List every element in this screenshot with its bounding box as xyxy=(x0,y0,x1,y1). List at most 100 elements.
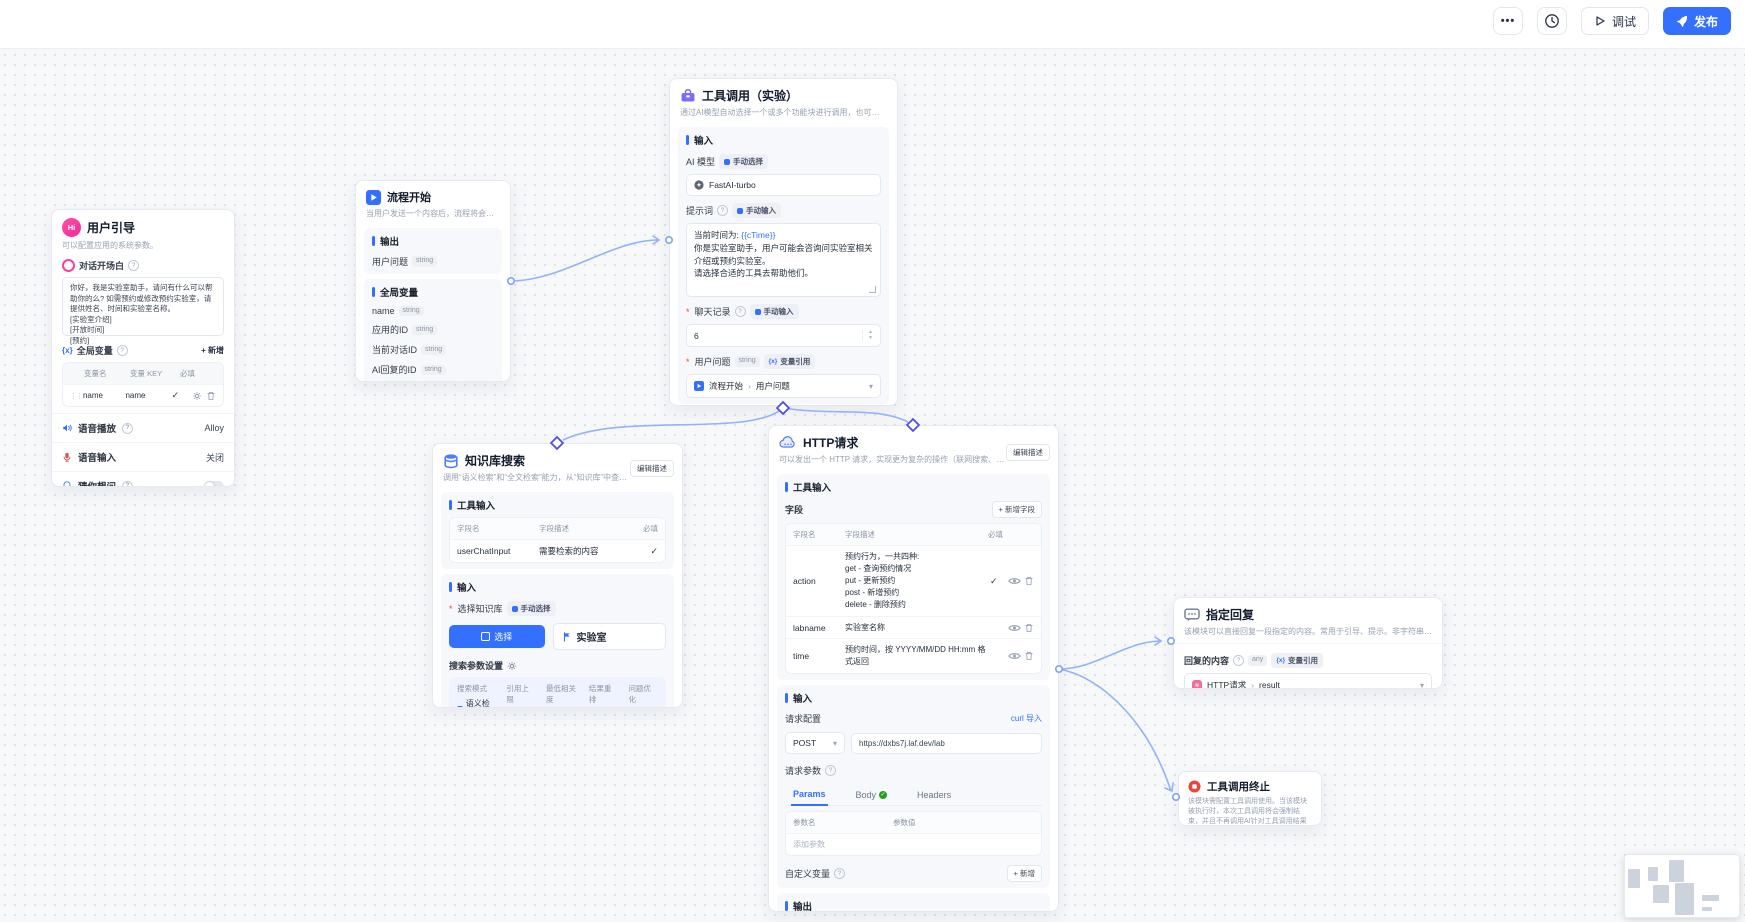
toolcall-node[interactable]: 工具调用（实验） 通过AI模型自动选择一个或多个功能块进行调用，也可以对插件进行… xyxy=(669,78,898,406)
minimap-node xyxy=(1669,860,1684,882)
eye-icon[interactable] xyxy=(1008,623,1021,633)
rocket-icon xyxy=(1676,16,1688,27)
debug-button[interactable]: 调试 xyxy=(1580,7,1649,35)
http-node[interactable]: HTTP请求 编辑描述 可以发出一个 HTTP 请求，实现更为复杂的操作（联网搜… xyxy=(768,425,1059,912)
eye-icon[interactable] xyxy=(1008,576,1021,586)
start-title: 流程开始 xyxy=(387,192,431,204)
kb-input-section: 输入 xyxy=(457,583,477,594)
info-icon[interactable] xyxy=(116,345,128,356)
ref-field: result xyxy=(1259,680,1280,689)
manual-select-badge[interactable]: 手动选择 xyxy=(719,154,769,169)
info-icon[interactable] xyxy=(825,765,837,776)
url-input[interactable]: https://dxbs7j.laf.dev/lab xyxy=(851,732,1042,754)
col-similarity: 最低相关度 xyxy=(546,684,576,704)
search-params-label: 搜索参数设置 xyxy=(449,661,504,671)
trash-icon[interactable] xyxy=(1024,623,1034,633)
drag-handle-icon[interactable]: ⋮⋮ xyxy=(70,392,83,400)
curl-import-link[interactable]: curl 导入 xyxy=(1010,714,1042,723)
prompt-textarea[interactable]: 当前时间为: {{cTime}} 你是实验室助手，用户可能会咨询问实验室相关介绍… xyxy=(686,223,881,297)
start-node[interactable]: 流程开始 当用户发送一个内容后，流程将会从这个模块开始执行。 输出 用户问题 s… xyxy=(355,180,511,382)
history-button[interactable] xyxy=(1536,7,1567,35)
debug-label: 调试 xyxy=(1611,14,1636,29)
edit-icon xyxy=(737,207,744,214)
toolcall-input-section: 输入 xyxy=(694,136,714,147)
select-icon xyxy=(511,605,518,612)
edge-toolcall-to-kb[interactable] xyxy=(562,407,784,441)
edge-http-to-stop[interactable] xyxy=(1058,668,1172,792)
history-input[interactable]: 6 ▲ ▼ xyxy=(686,324,881,347)
required-check-icon: ✓ xyxy=(990,575,998,586)
col-field-desc: 字段描述 xyxy=(539,524,569,533)
choose-kb-button[interactable]: 选择 xyxy=(449,625,545,648)
add-custom-var-button[interactable]: + 新增 xyxy=(1006,865,1042,882)
info-icon[interactable] xyxy=(122,422,134,434)
more-button[interactable]: ••• xyxy=(1492,7,1523,35)
stepper-icons[interactable]: ▲ ▼ xyxy=(862,330,873,341)
field-desc: 需要检索的内容 xyxy=(539,546,599,556)
info-icon[interactable] xyxy=(734,306,746,317)
reply-ref-select[interactable]: ≋ HTTP请求 › result ▾ xyxy=(1184,673,1432,689)
trash-icon[interactable] xyxy=(206,391,216,401)
info-icon[interactable] xyxy=(122,480,134,486)
edge-toolcall-to-http[interactable] xyxy=(782,407,909,423)
http-subtitle: 可以发出一个 HTTP 请求，实现更为复杂的操作（联网搜索、数据库查询等） xyxy=(779,455,1009,464)
manual-select-badge[interactable]: 手动选择 xyxy=(506,601,556,616)
stt-row[interactable]: 语音输入 关闭 xyxy=(52,442,234,471)
guess-toggle[interactable] xyxy=(204,480,224,486)
info-icon[interactable] xyxy=(834,868,846,879)
edge-http-to-answer[interactable] xyxy=(1058,640,1161,670)
edit-icon xyxy=(754,308,761,315)
publish-button[interactable]: 发布 xyxy=(1662,7,1731,35)
http-output-section: 输出 xyxy=(793,902,813,912)
tts-row[interactable]: 语音播放 Alloy xyxy=(52,413,234,442)
edit-desc-button[interactable]: 编辑描述 xyxy=(1006,444,1050,461)
manual-input-badge[interactable]: 手动输入 xyxy=(732,203,782,218)
expand-icon[interactable] xyxy=(869,286,876,293)
gear-icon[interactable] xyxy=(192,391,202,401)
info-icon[interactable] xyxy=(717,205,729,216)
kb-node[interactable]: 知识库搜索 编辑描述 调用“语义检索”和“全文检索”能力，从“知识库”中查找实验… xyxy=(432,443,683,708)
select-kb-label: 选择知识库 xyxy=(457,604,503,614)
tab-body[interactable]: Body ✓ xyxy=(855,789,888,800)
kb-card[interactable]: 实验室 xyxy=(552,623,666,650)
url-value: https://dxbs7j.laf.dev/lab xyxy=(859,738,945,748)
question-ref-select[interactable]: 流程开始 › 用户问题 ▾ xyxy=(686,374,881,398)
edge-start-to-toolcall[interactable] xyxy=(510,239,659,282)
tab-params[interactable]: Params xyxy=(791,785,828,806)
manual-input-badge[interactable]: 手动输入 xyxy=(749,304,799,319)
edit-desc-button[interactable]: 编辑描述 xyxy=(630,460,674,477)
required-mark: * xyxy=(449,603,453,614)
var-ref-badge[interactable]: {x} 变量引用 xyxy=(1271,653,1323,668)
guess-row[interactable]: 猜你想问 xyxy=(52,471,234,486)
stop-node[interactable]: 工具调用终止 该模块需配置工具调用使用。当该模块被执行时，本次工具调用将会强制结… xyxy=(1178,771,1322,826)
minimap[interactable] xyxy=(1624,854,1740,918)
var-ref-badge[interactable]: {x} 变量引用 xyxy=(763,354,816,369)
method-select[interactable]: POST ▾ xyxy=(785,732,845,754)
eye-icon[interactable] xyxy=(1008,651,1021,661)
guide-panel[interactable]: Hi 用户引导 可以配置应用的系统参数。 对话开场白 你好，我是实验室助手，请问… xyxy=(51,209,235,487)
answer-subtitle: 该模块可以直接回复一段指定的内容。常用于引导、提示。非字符串内容传入时，会转成字… xyxy=(1184,627,1432,636)
toolcall-title: 工具调用（实验） xyxy=(702,89,799,103)
info-icon[interactable] xyxy=(128,260,140,271)
info-icon[interactable] xyxy=(1233,655,1245,666)
model-select[interactable]: FastAI-turbo xyxy=(686,174,881,196)
sound-wave-icon xyxy=(63,424,72,432)
ref-field: 用户问题 xyxy=(755,381,790,391)
type-badge: string xyxy=(420,364,446,376)
answer-node[interactable]: 指定回复 该模块可以直接回复一段指定的内容。常用于引导、提示。非字符串内容传入时… xyxy=(1173,597,1443,689)
add-variable-button[interactable]: + 新增 xyxy=(201,346,224,355)
add-param-row[interactable]: 添加参数 xyxy=(786,833,1041,855)
choose-label: 选择 xyxy=(494,632,513,642)
var-name: name xyxy=(82,391,103,400)
opening-textarea[interactable]: 你好，我是实验室助手，请问有什么可以帮助你的么? 如需预约或修改预约实验室，请提… xyxy=(62,277,224,345)
trash-icon[interactable] xyxy=(1024,576,1034,586)
global-vars-label: 全局变量 xyxy=(76,346,113,356)
gear-icon[interactable] xyxy=(507,661,517,671)
add-field-button[interactable]: + 新增字段 xyxy=(991,501,1042,518)
play-icon xyxy=(1596,16,1605,26)
stop-circle-icon xyxy=(1188,780,1201,793)
trash-icon[interactable] xyxy=(1024,651,1034,661)
start-globals-section: 全局变量 xyxy=(380,288,419,299)
tab-headers[interactable]: Headers xyxy=(917,789,952,800)
